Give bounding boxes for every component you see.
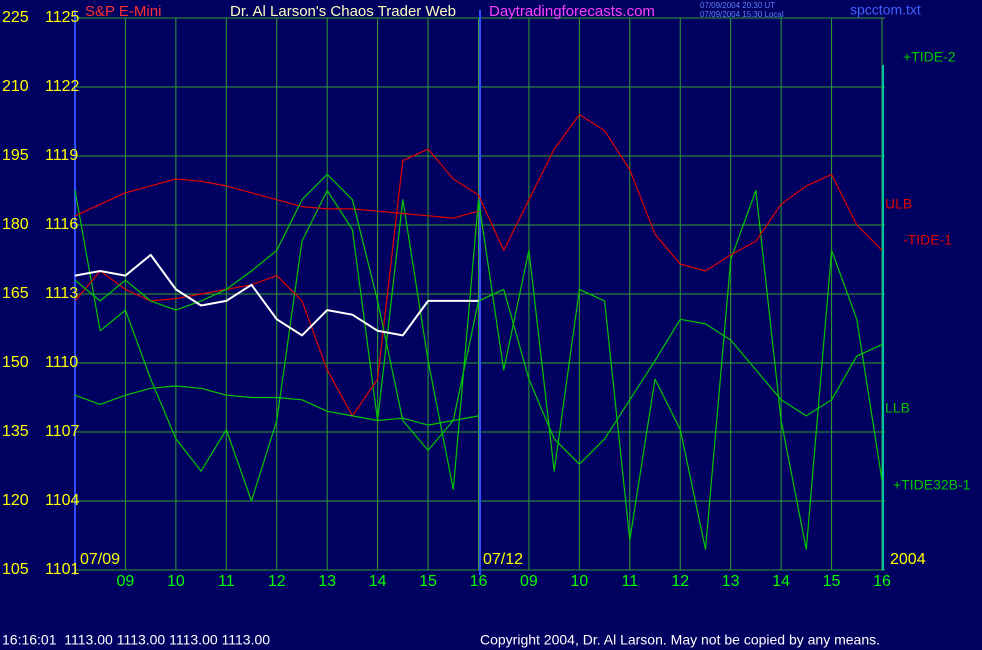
y-tick-label: 1101 [45,561,80,578]
y-tick-label: 1125 [45,9,80,26]
y2-tick-label: 225 [2,9,29,26]
stamp: 07/09/2004 20:30 UT [700,1,775,10]
date-label: 2004 [890,551,926,568]
x-tick-label: 14 [369,573,387,590]
x-tick-label: 16 [873,573,891,590]
x-tick-label: 09 [520,573,538,590]
y2-tick-label: 195 [2,147,29,164]
status: 16:16:01 1113.00 1113.00 1113.00 1113.00 [2,632,270,648]
x-tick-label: 11 [622,573,639,590]
file-name: spcctom.txt [850,2,921,18]
site: Daytradingforecasts.com [489,3,655,20]
x-tick-label: 10 [570,573,588,590]
y2-tick-label: 150 [2,354,29,371]
y-tick-label: 1116 [45,216,78,233]
x-tick-label: 15 [419,573,437,590]
x-tick-label: 09 [117,573,135,590]
y2-tick-label: 210 [2,78,29,95]
series-line [74,178,479,219]
y-tick-label: 1110 [45,354,78,371]
x-tick-label: 15 [823,573,841,590]
series-label: +TIDE32B-1 [893,477,971,493]
y-tick-label: 1113 [45,285,78,302]
y-tick-label: 1104 [45,492,80,509]
x-tick-label: 11 [218,573,235,590]
symbol: S&P E-Mini [85,3,161,20]
y2-tick-label: 105 [2,561,29,578]
series-line [74,253,479,337]
x-tick-label: 10 [167,573,185,590]
x-tick-label: 13 [318,573,336,590]
date-label: 07/12 [483,551,523,568]
y-tick-label: 1107 [45,423,80,440]
stamp: 07/09/2004 15:30 Local [700,10,784,19]
x-tick-label: 13 [722,573,740,590]
x-tick-label: 16 [470,573,488,590]
copyright: Copyright 2004, Dr. Al Larson. May not b… [480,632,880,648]
y-tick-label: 1122 [45,78,80,95]
series-label: -TIDE-1 [903,232,952,248]
series-line [74,114,883,417]
series-line [74,385,479,426]
y-tick-label: 1119 [45,147,78,164]
y2-tick-label: 135 [2,423,29,440]
series-line [74,189,883,550]
series-label: +TIDE-2 [903,49,956,65]
date-label: 07/09 [80,551,120,568]
x-tick-label: 12 [671,573,689,590]
y2-tick-label: 165 [2,285,29,302]
x-tick-label: 12 [268,573,286,590]
series-label: ULB [885,196,912,212]
y2-tick-label: 180 [2,216,29,233]
series-layer [74,114,883,550]
chart-title: Dr. Al Larson's Chaos Trader Web [230,3,456,20]
grid-layer [75,17,885,571]
series-label: LLB [885,400,910,416]
y2-tick-label: 120 [2,492,29,509]
x-tick-label: 14 [772,573,790,590]
